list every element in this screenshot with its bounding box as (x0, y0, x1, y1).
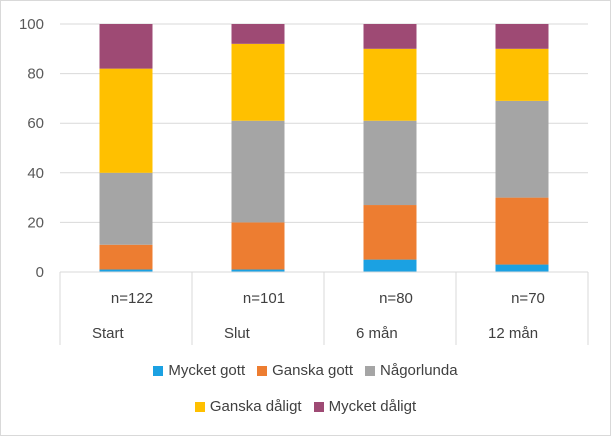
legend-item-mycket-daligt: Mycket dåligt (313, 398, 417, 415)
category-n-label: n=80 (379, 290, 413, 307)
category-label: 12 mån (488, 325, 538, 342)
bar-segment (363, 48, 417, 121)
bar-segment (99, 172, 153, 245)
legend-label: Ganska gott (272, 362, 354, 379)
category-label: Slut (224, 325, 251, 342)
bar-segment (231, 120, 285, 223)
legend-row-2: Ganska dåligt Mycket dåligt (0, 398, 611, 415)
legend-item-mycket-gott: Mycket gott (153, 362, 245, 379)
y-tick-label: 100 (19, 16, 44, 33)
y-tick-label: 0 (36, 264, 44, 281)
bar-segment (231, 222, 285, 270)
y-axis-ticks: 0 20 40 60 80 100 (19, 16, 44, 281)
legend-label: Mycket dåligt (328, 398, 417, 415)
bar-segment (495, 100, 549, 198)
bars (99, 24, 549, 272)
category-n-label: n=70 (511, 290, 545, 307)
legend-label: Någorlunda (380, 362, 458, 379)
legend-swatch (313, 401, 324, 412)
legend-item-nagorlunda: Någorlunda (365, 362, 458, 379)
bar-segment (99, 244, 153, 270)
bar-segment (495, 48, 549, 101)
legend-item-ganska-gott: Ganska gott (257, 362, 353, 379)
bar-segment (495, 197, 549, 265)
category-n-label: n=101 (243, 290, 285, 307)
legend-swatch (194, 401, 205, 412)
legend-label: Mycket gott (168, 362, 246, 379)
y-tick-label: 80 (27, 66, 44, 83)
bar-segment (99, 24, 153, 69)
bar-segment (99, 269, 153, 272)
y-tick-label: 20 (27, 214, 44, 231)
legend-swatch (153, 365, 164, 376)
category-label: Start (92, 325, 125, 342)
legend-item-ganska-daligt: Ganska dåligt (194, 398, 302, 415)
legend-row-1: Mycket gott Ganska gott Någorlunda (0, 362, 611, 379)
bar-segment (363, 205, 417, 260)
bar-segment (495, 24, 549, 49)
bar-segment (231, 269, 285, 272)
y-tick-label: 40 (27, 165, 44, 182)
y-tick-label: 60 (27, 115, 44, 132)
bar-segment (363, 24, 417, 49)
bar-segment (495, 264, 549, 272)
bar-segment (363, 259, 417, 272)
legend-swatch (365, 365, 376, 376)
bar-segment (363, 120, 417, 206)
legend-label: Ganska dåligt (209, 398, 302, 415)
bar-segment (231, 43, 285, 121)
category-table: n=122 Start n=101 Slut n=80 6 mån n=70 12 mån (59, 271, 589, 345)
legend-swatch (257, 365, 268, 376)
bar-segment (231, 24, 285, 44)
category-n-label: n=122 (111, 290, 153, 307)
bar-segment (99, 68, 153, 173)
category-label: 6 mån (356, 325, 398, 342)
